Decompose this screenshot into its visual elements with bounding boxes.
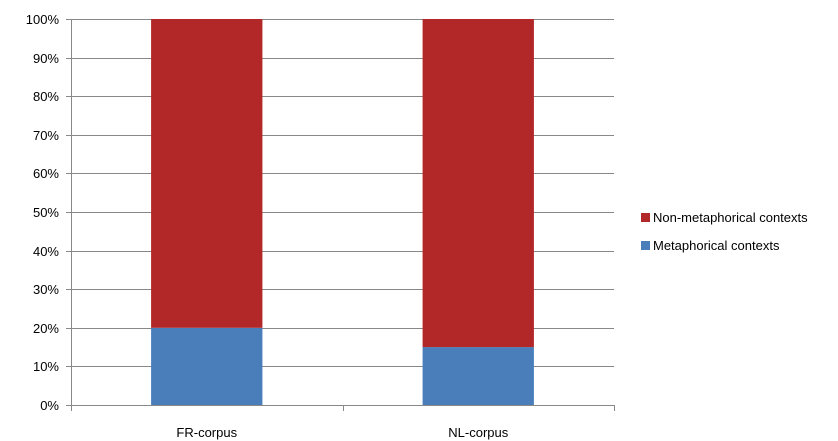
y-tick-label: 20%	[33, 321, 59, 336]
legend-swatch	[641, 241, 650, 250]
x-axis-labels: FR-corpus NL-corpus	[176, 425, 508, 440]
legend: Non-metaphorical contexts Metaphorical co…	[641, 210, 808, 253]
axes	[71, 19, 615, 411]
legend-label: Non-metaphorical contexts	[653, 210, 808, 225]
bar-metaphorical-contexts	[422, 347, 534, 405]
y-tick-label: 30%	[33, 282, 59, 297]
y-tick-label: 80%	[33, 89, 59, 104]
x-category-label: NL-corpus	[448, 425, 508, 440]
legend-swatch	[641, 213, 650, 222]
y-tick-label: 0%	[40, 398, 59, 413]
x-category-label: FR-corpus	[176, 425, 237, 440]
bar-metaphorical-contexts	[151, 327, 263, 405]
y-tick-label: 10%	[33, 359, 59, 374]
y-tick-label: 50%	[33, 205, 59, 220]
bar-non-metaphorical-contexts	[422, 19, 534, 348]
y-tick-label: 60%	[33, 166, 59, 181]
bar-stacks	[151, 19, 534, 405]
y-tick-label: 90%	[33, 51, 59, 66]
legend-label: Metaphorical contexts	[653, 238, 780, 253]
y-tick-label: 70%	[33, 128, 59, 143]
y-axis-ticks: 0% 10% 20% 30% 40% 50% 60% 70% 80% 90% 100%	[26, 12, 71, 413]
bar-non-metaphorical-contexts	[151, 19, 263, 328]
y-tick-label: 40%	[33, 244, 59, 259]
y-tick-label: 100%	[26, 12, 60, 27]
